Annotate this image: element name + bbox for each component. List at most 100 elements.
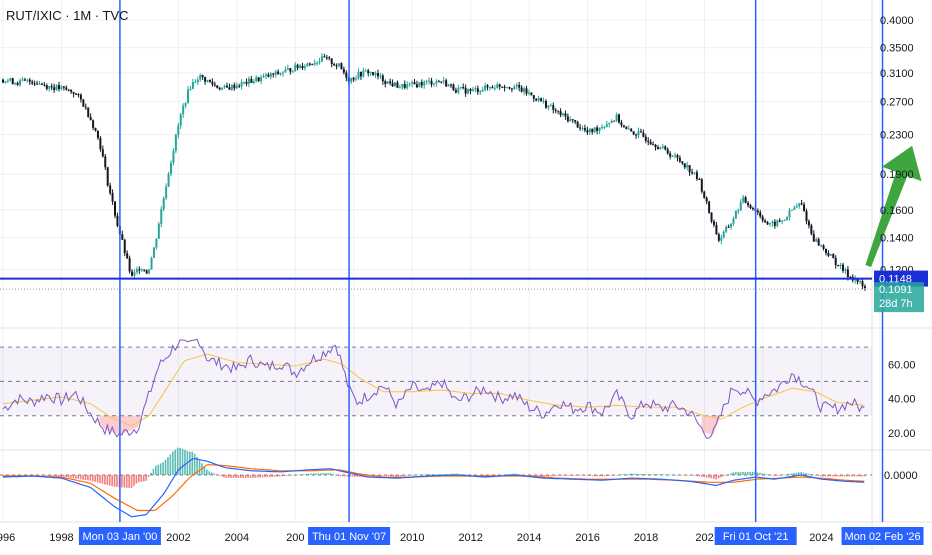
candle-body [781,220,784,222]
candle-body [291,71,294,73]
macd-histogram-bar [404,474,407,476]
candle [84,103,87,110]
macd-histogram-bar [210,472,213,475]
macd-histogram-bar [805,473,807,475]
candle [2,78,4,84]
macd-histogram-bar [674,474,676,476]
macd-histogram-bar [337,474,339,476]
candle [564,110,567,120]
candle [123,238,126,257]
candle [264,72,267,80]
candle [145,269,148,275]
candle [415,80,418,89]
candle-body [303,66,306,69]
candle-body [267,74,270,77]
candle-body [335,65,338,67]
macd-histogram-bar [290,474,293,476]
macd-histogram-bar [254,474,257,478]
candle [389,78,392,86]
macd-histogram-bar [642,474,645,475]
macd-histogram-bar [390,474,392,477]
candle-body [148,269,151,274]
candle [38,80,41,85]
candle-body [2,79,4,83]
candle-body [238,85,241,87]
candle [666,147,669,155]
candle-body [53,87,56,90]
candle [781,220,784,225]
candle [744,195,747,204]
candle-body [588,128,591,133]
candle-body [654,144,657,148]
macd-histogram-bar [453,473,456,475]
macd-histogram-bar [749,471,752,475]
candle [335,63,338,70]
candle [245,78,248,87]
candle-body [330,58,333,65]
candle [238,83,241,89]
candle-body [208,79,211,82]
candle-body [776,220,779,226]
macd-histogram-bar [841,474,844,477]
macd-histogram-bar [276,474,278,477]
candle [700,178,703,194]
candle [316,61,319,66]
candle [484,82,487,92]
macd-histogram-bar [397,474,400,477]
candle-body [201,75,204,78]
time-axis-label: 2010 [400,532,424,544]
candle [569,116,572,122]
macd-histogram-bar [632,473,635,475]
candle-body [678,157,681,162]
candle [403,80,406,90]
candle-body [89,116,92,121]
candle [435,79,438,87]
candle-body [615,114,618,121]
candle-body [737,210,740,212]
macd-histogram-bar [747,471,749,475]
macd-histogram-bar [647,474,650,475]
candle-body [106,167,109,186]
macd-histogram-bar [218,474,220,476]
candle [216,85,219,89]
candle [157,221,160,240]
macd-histogram-bar [710,474,713,479]
macd-histogram-bar [74,474,77,479]
macd-histogram-bar [858,474,861,477]
candle-body [191,82,194,89]
candle-body [635,134,638,136]
macd-histogram-bar [501,474,504,476]
candle-body [277,71,280,74]
macd-histogram-bar [715,474,718,480]
macd-histogram-bar [686,474,688,476]
macd-histogram-bar [606,474,608,476]
candle [832,253,835,259]
candle-body [165,186,168,199]
candle-body [420,82,423,86]
candle [462,83,465,90]
candle-body [172,150,175,163]
macd-histogram-bar [785,474,788,475]
macd-histogram-bar [446,473,448,475]
candle [749,203,752,210]
candle-body [162,198,165,210]
green-arrow-drawing[interactable] [865,145,922,267]
macd-histogram-bar [387,474,390,477]
candle [269,72,272,80]
candle [206,79,209,83]
macd-histogram-bar [649,474,652,475]
candle-body [401,84,404,88]
candle [189,85,192,91]
macd-histogram-bar [611,474,613,476]
macd-histogram-bar [613,474,616,476]
candle [372,71,375,76]
candle-body [817,239,820,246]
candle-body [537,98,540,101]
candle [593,127,596,134]
candle-body [316,62,319,64]
candle [4,80,7,84]
date-marker-tag [841,527,924,545]
macd-histogram-bar [766,474,769,476]
macd-histogram-bar [300,474,303,475]
